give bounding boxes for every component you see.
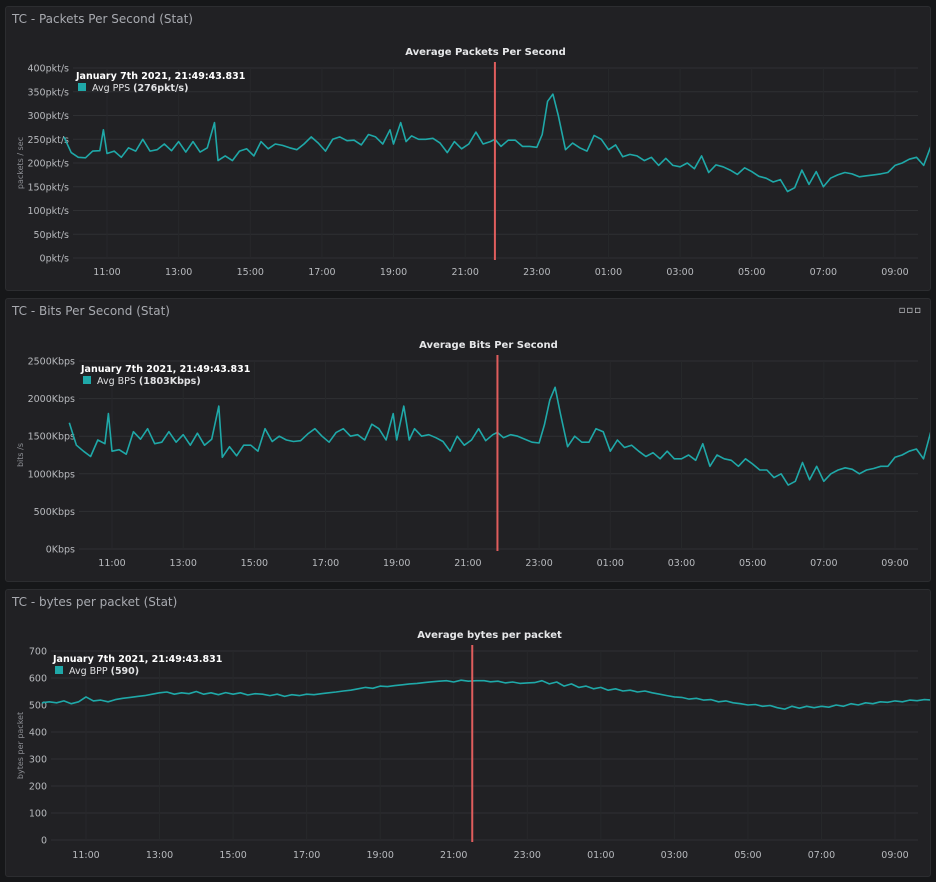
y-tick-label: 2000Kbps (28, 394, 75, 405)
y-tick-label: 100pkt/s (27, 206, 69, 217)
x-tick-label: 13:00 (146, 850, 173, 861)
chart-title: Average Packets Per Second (405, 47, 565, 58)
y-tick-label: 1500Kbps (28, 432, 75, 443)
x-tick-label: 15:00 (219, 850, 246, 861)
x-tick-label: 23:00 (514, 850, 541, 861)
y-tick-label: 200pkt/s (27, 159, 69, 170)
panel-menu-icon[interactable]: ▫▫▫ (898, 305, 922, 316)
x-tick-label: 01:00 (587, 850, 614, 861)
series-line-avg-bps[interactable] (68, 386, 931, 549)
x-tick-label: 09:00 (881, 558, 908, 569)
y-tick-label: 1000Kbps (28, 469, 75, 480)
y-tick-label: 2500Kbps (28, 357, 75, 368)
tooltip-time: January 7th 2021, 21:49:43.831 (75, 71, 245, 82)
x-tick-label: 17:00 (293, 850, 320, 861)
x-tick-label: 23:00 (523, 267, 550, 278)
x-tick-label: 11:00 (72, 850, 99, 861)
y-tick-label: 350pkt/s (27, 87, 69, 98)
x-tick-label: 01:00 (595, 267, 622, 278)
panel-title[interactable]: TC - Bits Per Second (Stat) (12, 304, 170, 318)
x-tick-label: 05:00 (738, 267, 765, 278)
y-tick-label: 700 (29, 647, 47, 658)
legend-label: Avg BPS (1803Kbps) (97, 376, 201, 387)
y-tick-label: 0pkt/s (40, 254, 70, 265)
x-tick-label: 19:00 (380, 267, 407, 278)
x-tick-label: 13:00 (165, 267, 192, 278)
y-tick-label: 300pkt/s (27, 111, 69, 122)
x-tick-label: 21:00 (440, 850, 467, 861)
y-tick-label: 0Kbps (46, 545, 75, 556)
panel-bits-per-second: TC - Bits Per Second (Stat) ▫▫▫ Average … (5, 298, 931, 582)
tooltip-time: January 7th 2021, 21:49:43.831 (52, 654, 222, 665)
x-tick-label: 03:00 (666, 267, 693, 278)
x-tick-label: 19:00 (383, 558, 410, 569)
x-tick-label: 09:00 (881, 850, 908, 861)
y-tick-label: 150pkt/s (27, 182, 69, 193)
x-tick-label: 07:00 (810, 267, 837, 278)
x-tick-label: 11:00 (93, 267, 120, 278)
y-axis-title: packets / sec (16, 137, 25, 189)
x-tick-label: 21:00 (451, 267, 478, 278)
x-tick-label: 09:00 (881, 267, 908, 278)
x-tick-label: 07:00 (810, 558, 837, 569)
legend-swatch (55, 666, 63, 674)
chart-bytes-per-packet[interactable]: Average bytes per packet 0 100 200 300 400 500… (6, 590, 931, 877)
y-tick-label: 200 (29, 782, 47, 793)
y-tick-label: 250pkt/s (27, 135, 69, 146)
y-axis-title: bytes per packet (16, 712, 25, 779)
series-line-avg-bpp[interactable] (41, 679, 931, 840)
legend-label: Avg BPP (590) (69, 666, 139, 677)
y-tick-label: 500Kbps (34, 507, 75, 518)
y-tick-label: 400 (29, 728, 47, 739)
x-tick-label: 15:00 (237, 267, 264, 278)
y-tick-label: 600 (29, 674, 47, 685)
x-tick-label: 23:00 (525, 558, 552, 569)
legend-swatch (78, 83, 86, 91)
y-tick-label: 50pkt/s (34, 230, 70, 241)
panel-title[interactable]: TC - bytes per packet (Stat) (12, 595, 178, 609)
y-tick-label: 300 (29, 755, 47, 766)
x-tick-label: 01:00 (597, 558, 624, 569)
x-tick-label: 19:00 (366, 850, 393, 861)
x-tick-label: 17:00 (312, 558, 339, 569)
chart-packets-per-second[interactable]: Average Packets Per Second 0pkt/s 50pkt/s 1… (6, 7, 931, 291)
tooltip-time: January 7th 2021, 21:49:43.831 (80, 364, 250, 375)
y-tick-label: 0 (41, 836, 47, 847)
x-tick-label: 21:00 (454, 558, 481, 569)
x-tick-label: 07:00 (808, 850, 835, 861)
x-tick-label: 03:00 (668, 558, 695, 569)
legend-swatch (83, 376, 91, 384)
x-tick-label: 11:00 (98, 558, 125, 569)
y-tick-label: 100 (29, 809, 47, 820)
x-tick-label: 13:00 (169, 558, 196, 569)
legend-value: (1803Kbps) (139, 376, 201, 387)
x-tick-label: 17:00 (308, 267, 335, 278)
y-tick-label: 500 (29, 701, 47, 712)
x-tick-label: 03:00 (661, 850, 688, 861)
legend-label: Avg PPS (276pkt/s) (92, 83, 188, 94)
chart-title: Average Bits Per Second (419, 340, 558, 351)
x-tick-label: 05:00 (734, 850, 761, 861)
chart-title: Average bytes per packet (417, 630, 562, 641)
panel-bytes-per-packet: TC - bytes per packet (Stat) Average byt… (5, 589, 931, 877)
legend-value: (276pkt/s) (133, 83, 188, 94)
x-tick-label: 15:00 (241, 558, 268, 569)
y-tick-label: 400pkt/s (27, 64, 69, 75)
panel-title[interactable]: TC - Packets Per Second (Stat) (12, 12, 193, 26)
y-axis-title: bits /s (16, 443, 25, 467)
chart-bits-per-second[interactable]: Average Bits Per Second 0Kbps 500Kbps 1000K… (6, 299, 931, 582)
legend-value: (590) (111, 666, 140, 677)
series-line-avg-pps[interactable] (63, 93, 931, 258)
x-tick-label: 05:00 (739, 558, 766, 569)
panel-packets-per-second: TC - Packets Per Second (Stat) Average P… (5, 6, 931, 291)
